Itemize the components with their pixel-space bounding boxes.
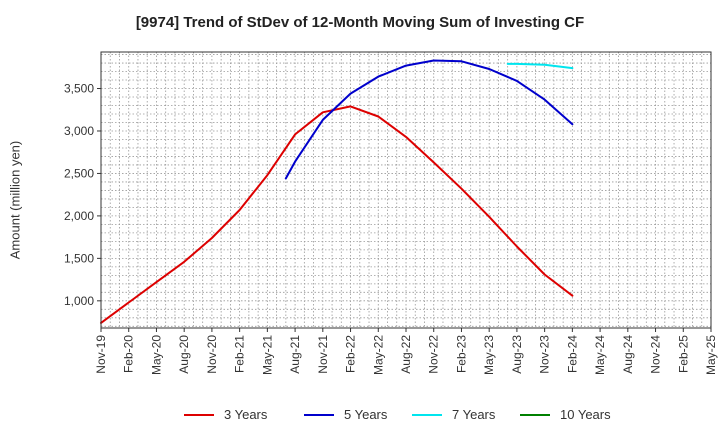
- x-tick-label: Feb-25: [676, 335, 690, 373]
- x-tick-label: May-25: [704, 335, 718, 375]
- x-tick-label: May-23: [482, 335, 496, 375]
- x-tick-label: Nov-23: [538, 335, 552, 374]
- legend-label-3: 10 Years: [560, 407, 611, 422]
- x-tick-label: Nov-19: [94, 335, 108, 374]
- series-line-2: [506, 62, 574, 70]
- x-tick-label: Feb-23: [454, 335, 468, 373]
- x-tick-label: Feb-20: [122, 335, 136, 373]
- x-tick-label: May-20: [149, 335, 163, 375]
- y-tick-label: 3,500: [64, 82, 94, 96]
- legend-layer: 3 Years 5 Years 7 Years 10 Years: [184, 407, 611, 422]
- x-tick-label: Nov-20: [205, 335, 219, 374]
- x-tick-label: Feb-24: [565, 335, 579, 373]
- x-tick-label: May-22: [371, 335, 385, 375]
- x-tick-label: Aug-24: [621, 335, 635, 374]
- x-tick-label: Aug-20: [177, 335, 191, 374]
- series-line-1: [284, 59, 574, 180]
- y-tick-label: 2,500: [64, 166, 94, 180]
- chart-title: [9974] Trend of StDev of 12-Month Moving…: [135, 14, 585, 31]
- axis-layer: 1,000 1,500 2,000 2,500 3,000 3,500 Nov-19 Feb-…: [64, 51, 718, 375]
- y-tick-label: 3,000: [64, 124, 94, 138]
- series-layer: [100, 59, 574, 324]
- x-tick-label: May-24: [593, 335, 607, 375]
- series-line-0: [100, 105, 574, 324]
- x-tick-label: May-21: [260, 335, 274, 375]
- y-tick-label: 1,500: [64, 251, 94, 265]
- x-tick-label: Feb-22: [344, 335, 358, 373]
- legend-label-0: 3 Years: [224, 407, 268, 422]
- y-tick-label: 1,000: [64, 294, 94, 308]
- x-tick-label: Aug-21: [288, 335, 302, 374]
- x-tick-label: Nov-22: [427, 335, 441, 374]
- grid-layer: [101, 52, 711, 328]
- x-tick-label: Aug-22: [399, 335, 413, 374]
- y-tick-label: 2,000: [64, 209, 94, 223]
- legend-label-2: 7 Years: [452, 407, 496, 422]
- x-tick-label: Aug-23: [510, 335, 524, 374]
- x-tick-label: Nov-21: [316, 335, 330, 374]
- x-tick-label: Nov-24: [649, 335, 663, 374]
- legend-label-1: 5 Years: [344, 407, 388, 422]
- x-tick-label: Feb-21: [233, 335, 247, 373]
